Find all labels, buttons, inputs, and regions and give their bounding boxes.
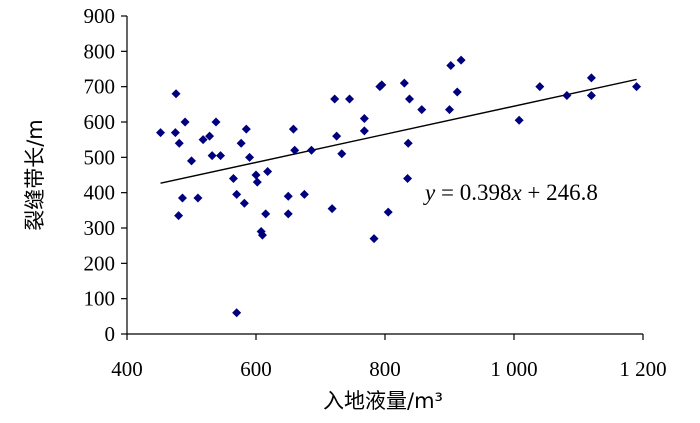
data-point [251, 170, 261, 180]
data-point [241, 124, 251, 134]
data-point [193, 193, 203, 203]
y-tick-label: 300 [84, 216, 116, 240]
y-tick-label: 500 [84, 145, 116, 169]
data-point [306, 145, 316, 155]
data-point [252, 177, 262, 187]
trendline-layer [160, 78, 637, 184]
y-tick-label: 700 [84, 75, 116, 99]
trendline-equation: y = 0.398x + 246.8 [423, 180, 598, 205]
x-axis-title: 入地液量/m³ [323, 389, 443, 413]
data-point [359, 113, 369, 123]
data-point [345, 94, 355, 104]
data-point [403, 174, 413, 184]
data-point [283, 191, 293, 201]
x-tick-label: 400 [111, 357, 143, 381]
data-point [174, 211, 184, 221]
data-point [403, 138, 413, 148]
data-point [327, 204, 337, 214]
points-layer [156, 55, 642, 318]
data-point [177, 193, 187, 203]
data-point [156, 128, 166, 138]
x-tick-label: 1 200 [619, 357, 666, 381]
data-point [236, 138, 246, 148]
data-point [261, 209, 271, 219]
equation-part: = 0.398 [435, 180, 511, 205]
data-point [586, 91, 596, 100]
data-point [332, 131, 342, 141]
data-point [174, 138, 184, 148]
equation-part: + 246.8 [522, 180, 598, 205]
data-point [586, 73, 596, 83]
data-point [535, 82, 545, 92]
data-point [198, 135, 208, 145]
y-tick-label: 800 [84, 39, 116, 63]
data-point [405, 94, 415, 104]
y-tick-label: 0 [105, 322, 116, 346]
equation-part: y [423, 180, 436, 205]
data-point [205, 131, 215, 141]
y-tick-label: 100 [84, 287, 116, 311]
data-point [562, 91, 572, 100]
data-point [257, 230, 267, 240]
data-point [232, 308, 242, 318]
axes [126, 16, 643, 335]
data-point [383, 207, 393, 217]
x-tick-label: 1 000 [490, 357, 537, 381]
data-point [359, 126, 369, 136]
data-point [417, 105, 427, 115]
data-point [377, 80, 387, 90]
data-point [446, 60, 456, 70]
y-tick-label: 900 [84, 4, 116, 28]
data-point [207, 151, 217, 161]
data-point [288, 124, 298, 134]
data-point [299, 189, 309, 199]
data-point [232, 189, 242, 199]
data-point [399, 78, 409, 88]
data-point [180, 117, 190, 127]
data-point [239, 198, 249, 208]
ticks: 0 100 200 300 400 500 600 700 800 900 400 600 800 1 0… [84, 4, 667, 381]
y-tick-label: 400 [84, 181, 116, 205]
data-point [337, 149, 347, 159]
data-point [456, 55, 466, 65]
data-point [369, 234, 379, 244]
data-point [170, 128, 180, 138]
data-point [290, 145, 300, 155]
x-tick-label: 800 [369, 357, 401, 381]
data-point [283, 209, 293, 219]
y-tick-label: 200 [84, 251, 116, 275]
data-point [514, 115, 524, 125]
data-point [211, 117, 221, 127]
y-tick-label: 600 [84, 110, 116, 134]
trendline [160, 78, 637, 184]
y-axis-title: 裂缝带长/m [23, 119, 47, 231]
data-point [171, 89, 181, 99]
data-point [263, 166, 273, 176]
data-point [445, 105, 454, 115]
data-point [452, 87, 462, 97]
equation-part: x [510, 180, 522, 205]
data-point [228, 174, 238, 184]
data-point [187, 156, 196, 166]
data-point [216, 151, 226, 161]
data-point [632, 82, 642, 92]
data-point [245, 152, 255, 162]
data-point [330, 94, 340, 104]
x-tick-label: 600 [240, 357, 272, 381]
